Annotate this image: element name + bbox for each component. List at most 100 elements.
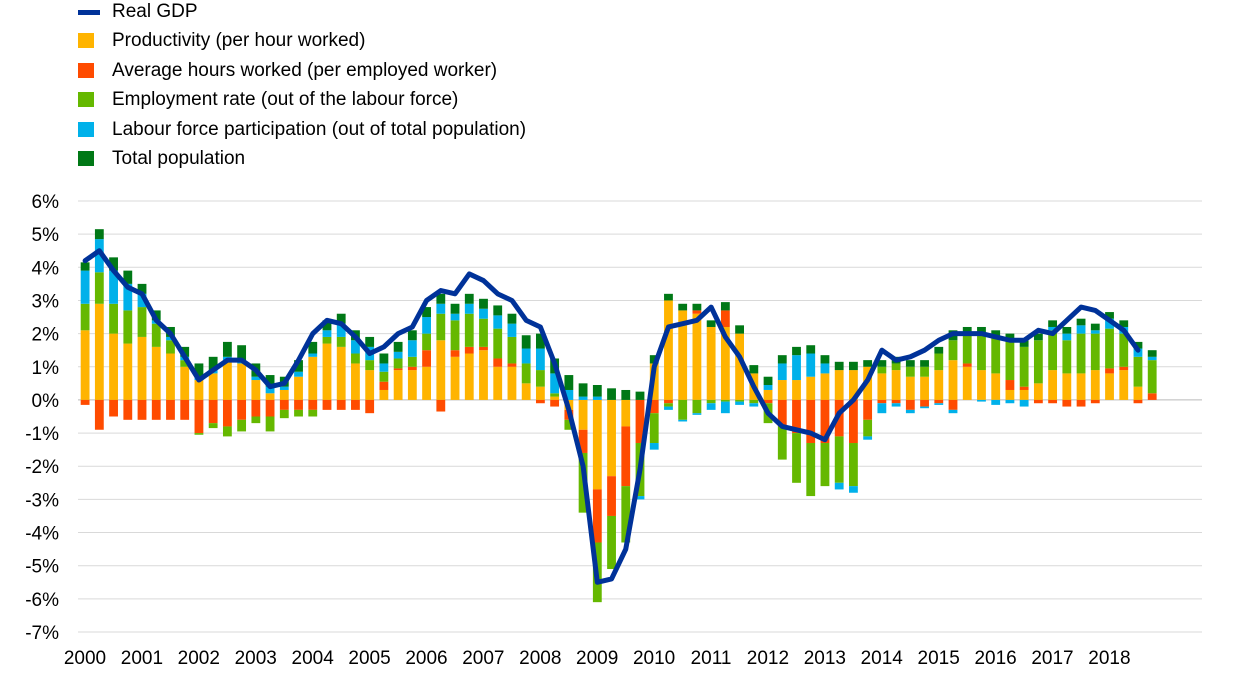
bar-segment: [536, 387, 545, 400]
x-tick-label: 2010: [633, 648, 675, 669]
bar-segment: [436, 400, 445, 412]
bar-segment: [337, 337, 346, 347]
legend-label: Employment rate (out of the labour force…: [112, 88, 458, 112]
bar-segment: [1020, 390, 1029, 400]
bar-segment: [949, 400, 958, 410]
bar-segment: [877, 373, 886, 400]
bar-segment: [365, 337, 374, 347]
x-tick-label: 2012: [747, 648, 789, 669]
bar-segment: [479, 309, 488, 319]
bar-segment: [593, 385, 602, 397]
bar-segment: [735, 400, 744, 402]
bar-segment: [251, 400, 260, 417]
bar-segment: [1020, 400, 1029, 407]
y-tick-label: 3%: [32, 291, 60, 312]
bar-segment: [550, 397, 559, 400]
bar-segment: [607, 400, 616, 476]
bar-segment: [237, 400, 246, 420]
legend-label: Real GDP: [112, 0, 198, 24]
bar-segment: [607, 516, 616, 569]
bar-segment: [564, 375, 573, 390]
x-tick-label: 2009: [576, 648, 618, 669]
bars: [81, 229, 1157, 602]
x-tick-label: 2004: [292, 648, 335, 669]
bar-segment: [949, 340, 958, 360]
x-tick-label: 2006: [405, 648, 447, 669]
bar-segment: [1077, 319, 1086, 326]
bar-segment: [849, 400, 858, 443]
x-tick-label: 2014: [861, 648, 904, 669]
y-tick-label: -3%: [25, 490, 59, 511]
bar-segment: [493, 305, 502, 315]
bar-segment: [351, 363, 360, 399]
bar-segment: [422, 350, 431, 367]
legend-swatch-employment-rate: [78, 92, 94, 107]
bar-segment: [835, 436, 844, 482]
bar-segment: [109, 304, 118, 334]
bar-segment: [294, 410, 303, 417]
bar-segment: [693, 314, 702, 400]
bar-segment: [1148, 393, 1157, 400]
bar-segment: [792, 347, 801, 355]
x-tick-label: 2007: [462, 648, 504, 669]
bar-segment: [707, 400, 716, 403]
bar-segment: [977, 370, 986, 400]
bar-segment: [1134, 387, 1143, 400]
bar-segment: [991, 337, 1000, 373]
bar-segment: [508, 337, 517, 364]
bar-segment: [81, 304, 90, 331]
bar-segment: [863, 436, 872, 439]
bar-segment: [636, 392, 645, 400]
bar-segment: [294, 372, 303, 377]
bar-segment: [806, 345, 815, 353]
bar-segment: [664, 294, 673, 301]
bar-segment: [906, 410, 915, 413]
bar-segment: [934, 347, 943, 354]
bar-segment: [1077, 325, 1086, 333]
bar-segment: [138, 400, 147, 420]
bar-segment: [920, 400, 929, 407]
bar-segment: [1091, 370, 1100, 400]
bar-segment: [223, 360, 232, 400]
bar-segment: [621, 400, 630, 427]
x-tick-label: 2005: [348, 648, 390, 669]
y-tick-label: 2%: [32, 325, 60, 346]
bar-segment: [408, 330, 417, 340]
bar-segment: [365, 370, 374, 400]
bar-segment: [308, 400, 317, 410]
bar-segment: [920, 377, 929, 400]
bar-segment: [949, 360, 958, 400]
x-tick-label: 2016: [974, 648, 1016, 669]
bar-segment: [508, 314, 517, 324]
bar-segment: [906, 377, 915, 400]
bar-segment: [906, 367, 915, 377]
bar-segment: [180, 367, 189, 400]
bar-segment: [1091, 334, 1100, 370]
bar-segment: [550, 400, 559, 407]
bar-segment: [1148, 357, 1157, 360]
x-tick-label: 2011: [691, 648, 732, 669]
legend-label: Average hours worked (per employed worke…: [112, 59, 497, 83]
bar-segment: [379, 372, 388, 382]
bar-segment: [920, 360, 929, 367]
bar-segment: [693, 413, 702, 415]
bar-segment: [707, 320, 716, 327]
bar-segment: [422, 367, 431, 400]
x-tick-label: 2003: [235, 648, 277, 669]
bar-segment: [95, 229, 104, 239]
bar-segment: [166, 400, 175, 420]
bar-segment: [138, 307, 147, 337]
bar-segment: [977, 334, 986, 370]
bar-segment: [1148, 360, 1157, 393]
bar-segment: [1034, 383, 1043, 400]
bar-segment: [323, 337, 332, 344]
bar-segment: [593, 397, 602, 400]
bar-segment: [1034, 400, 1043, 403]
bar-segment: [749, 365, 758, 373]
bar-segment: [806, 354, 815, 377]
bar-segment: [266, 393, 275, 400]
bar-segment: [123, 344, 132, 400]
bar-segment: [934, 400, 943, 403]
bar-segment: [849, 362, 858, 370]
bar-segment: [81, 271, 90, 304]
